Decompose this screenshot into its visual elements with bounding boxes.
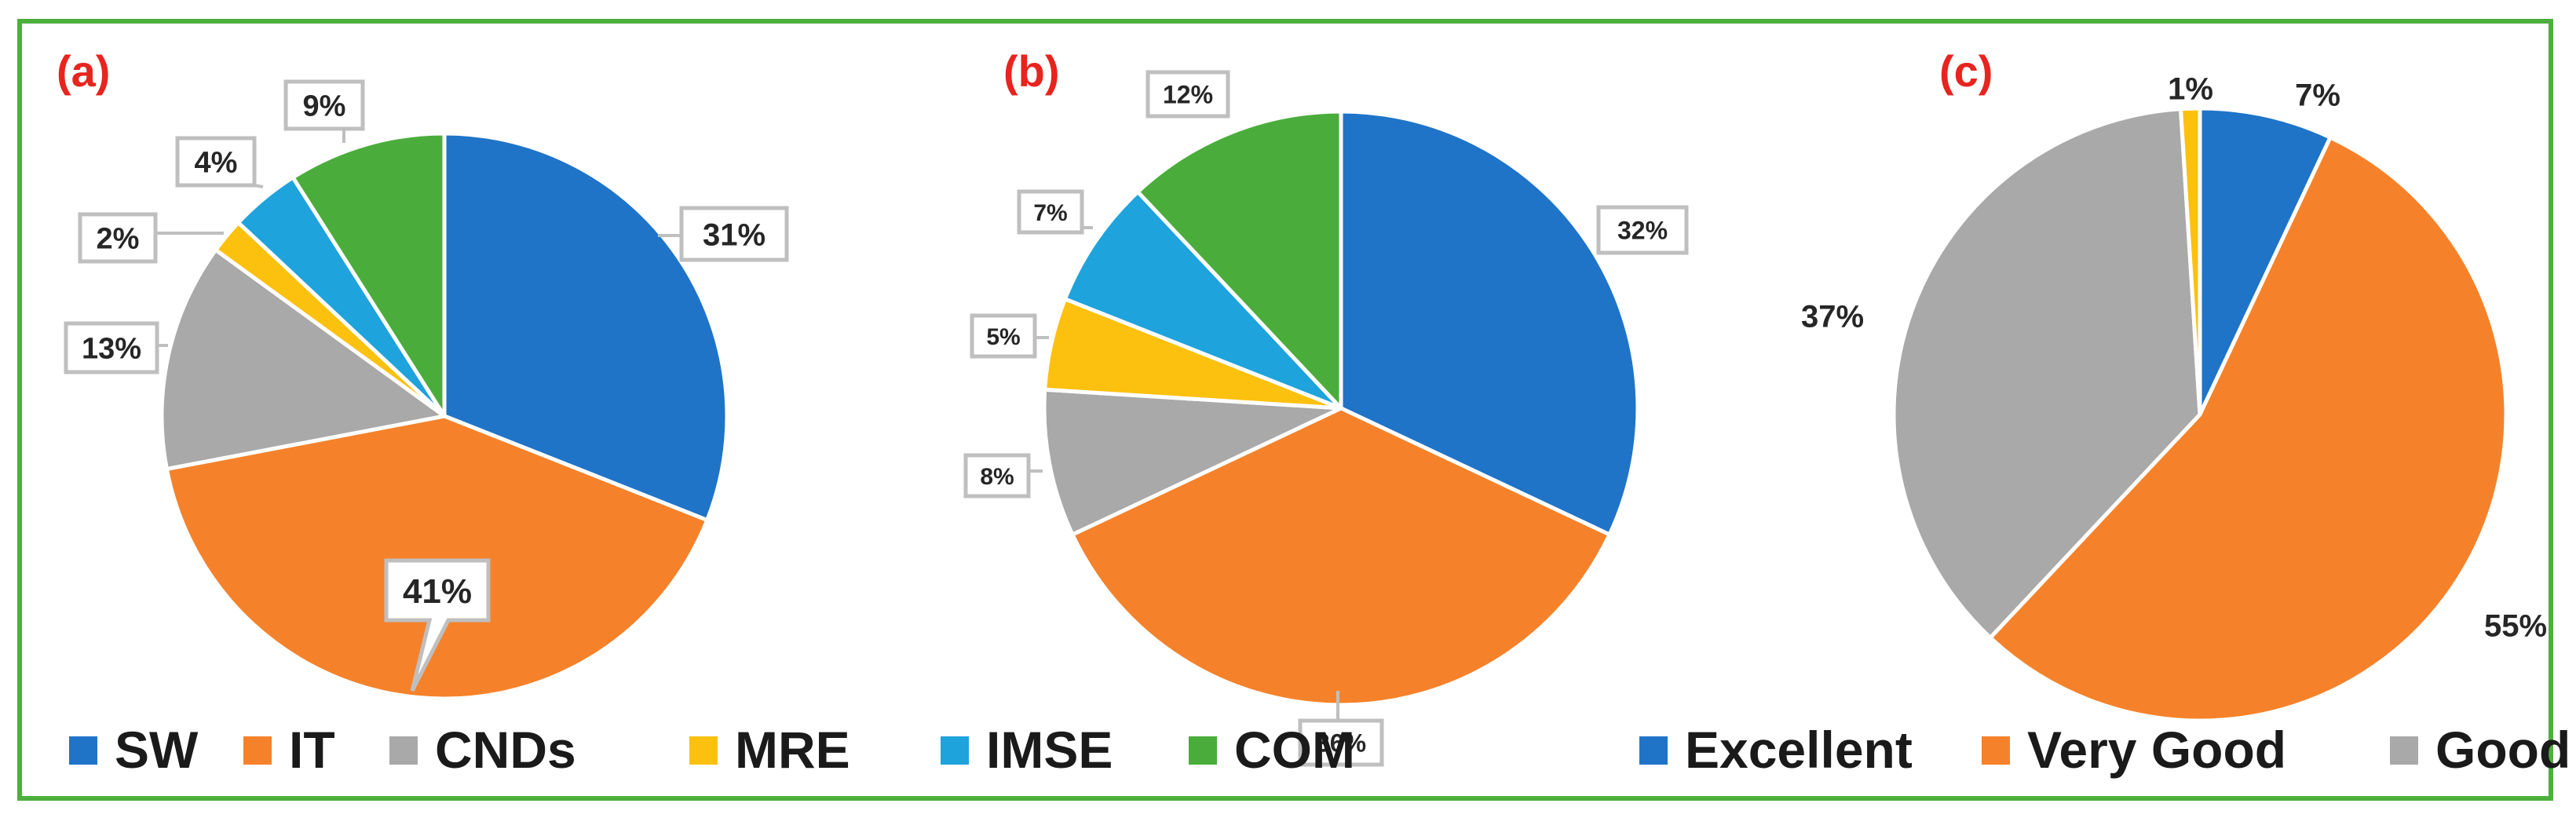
- figure-frame: [17, 19, 2553, 801]
- slice-percent-label: 37%: [1801, 299, 1864, 334]
- legend-swatch: [2390, 736, 2418, 765]
- legend-item-cnds: CNDs: [389, 721, 576, 779]
- pie-slice-sw: [1339, 109, 1640, 537]
- callout-box: [963, 453, 1031, 498]
- pie-chart-a: 31% 41% 13% 2% 4% 9% (a): [57, 46, 789, 701]
- slice-percent-label: 9%: [303, 90, 346, 123]
- data-label: 2%: [78, 212, 224, 264]
- data-label: 55%: [2484, 608, 2547, 643]
- legend-label: Good: [2435, 721, 2571, 779]
- data-label: 12%: [1145, 70, 1230, 119]
- panel-label: (c): [1939, 46, 1993, 96]
- pie-chart-c: 7% 55% 37% 1% (c): [1801, 46, 2547, 723]
- callout-box: [1298, 718, 1384, 767]
- panel-label: (a): [57, 46, 110, 96]
- data-label: 41%: [384, 558, 491, 692]
- callout-box: [1145, 70, 1230, 119]
- legend-item-mre: MRE: [689, 721, 850, 779]
- slice-percent-label: 8%: [980, 464, 1014, 490]
- legend-label: IT: [289, 721, 335, 779]
- slice-percent-label: 5%: [986, 324, 1020, 350]
- slice-percent-label: 12%: [1163, 81, 1213, 109]
- pie-chart-b: 32% 36% 8% 5% 7% 12% (b): [963, 46, 1689, 767]
- callout-box: [1017, 189, 1084, 235]
- legend-item-good: Good: [2390, 721, 2571, 779]
- panel-label: (b): [1003, 46, 1060, 96]
- legend-swatch: [1189, 736, 1217, 765]
- legend-item-it: IT: [243, 721, 335, 779]
- pie-slice-it: [164, 414, 710, 701]
- data-label: 5%: [970, 313, 1049, 359]
- slice-percent-label: 4%: [195, 147, 238, 180]
- pie-slice-unlabeled: [2179, 106, 2202, 417]
- data-label: 7%: [1017, 189, 1093, 235]
- slice-percent-label: 36%: [1316, 729, 1366, 758]
- legend-item-excellent: Excellent: [1639, 721, 1913, 779]
- legend-swatch: [69, 736, 97, 765]
- pie-slice-imse: [1063, 189, 1343, 411]
- pie-slice-com: [1135, 109, 1343, 411]
- legend-swatch: [1639, 736, 1668, 765]
- data-label: 37%: [1801, 299, 1864, 334]
- legend-item-sw: SW: [69, 721, 199, 779]
- pie-slice-sw: [442, 131, 729, 523]
- legend-swatch: [941, 736, 969, 765]
- legend-label: SW: [115, 721, 199, 779]
- data-label: 7%: [2295, 78, 2340, 112]
- legend-label: MRE: [735, 721, 850, 779]
- callout-box: [384, 558, 491, 692]
- callout-pointer: [254, 184, 264, 188]
- slice-percent-label: 13%: [82, 333, 141, 366]
- pie-slice-excellent: [2198, 106, 2333, 417]
- slice-percent-label: 1%: [2168, 71, 2213, 106]
- slice-percent-label: 32%: [1617, 217, 1668, 245]
- legend-right: Excellent Very Good Good: [1639, 721, 2571, 779]
- legend-label: Excellent: [1685, 721, 1913, 779]
- slice-percent-label: 41%: [403, 572, 472, 611]
- legend-item-com: COM: [1189, 721, 1355, 779]
- legend-label: CNDs: [435, 721, 576, 779]
- slice-percent-label: 2%: [97, 223, 140, 256]
- data-label: 9%: [283, 79, 365, 143]
- callout-box: [679, 206, 789, 262]
- legend-item-imse: IMSE: [941, 721, 1113, 779]
- data-label: 4%: [175, 136, 264, 188]
- pie-slice-cnds: [159, 247, 447, 471]
- slice-percent-label: 55%: [2484, 608, 2547, 643]
- slice-percent-label: 7%: [1033, 200, 1067, 226]
- legend-left: SW IT CNDs MRE IMSE COM: [69, 721, 1355, 779]
- callout-box: [1596, 205, 1689, 255]
- callout-box: [175, 136, 257, 188]
- pie-slice-cnds: [1042, 387, 1343, 537]
- legend-swatch: [243, 736, 272, 765]
- data-label: 32%: [1596, 205, 1689, 255]
- legend-item-very-good: Very Good: [1982, 721, 2286, 779]
- slice-percent-label: 7%: [2295, 78, 2340, 112]
- slice-percent-label: 31%: [703, 217, 765, 252]
- legend-label: IMSE: [986, 721, 1113, 779]
- legend-swatch: [389, 736, 418, 765]
- legend-swatch: [1982, 736, 2010, 765]
- legend-label: Very Good: [2027, 721, 2286, 779]
- data-label: 36%: [1298, 691, 1384, 767]
- callout-box: [78, 212, 158, 264]
- callout-box: [283, 79, 365, 131]
- pie-slice-very-good: [1988, 135, 2508, 723]
- data-label: 1%: [2168, 71, 2213, 106]
- legend-label: COM: [1234, 721, 1355, 779]
- pie-slice-com: [290, 131, 447, 418]
- pie-slice-good: [1891, 107, 2202, 640]
- data-label: 13%: [64, 321, 168, 374]
- data-label: 31%: [658, 206, 789, 262]
- callout-box: [64, 321, 159, 374]
- legend-swatch: [689, 736, 718, 765]
- pie-slice-it: [1070, 406, 1612, 707]
- data-label: 8%: [963, 453, 1043, 498]
